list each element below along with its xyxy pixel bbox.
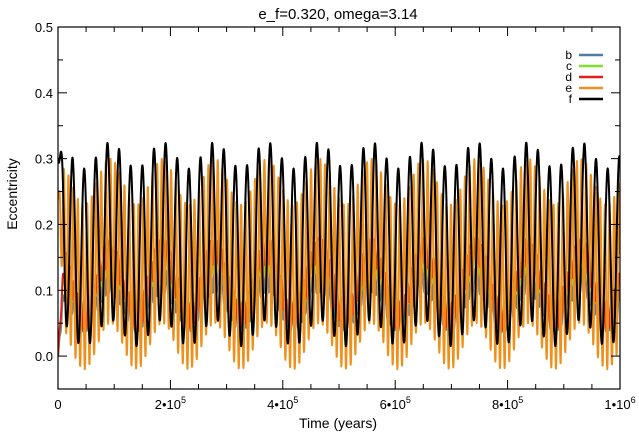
legend-label-f: f [569, 92, 573, 106]
x-tick-exponent: 5 [293, 395, 298, 405]
x-axis-label: Time (years) [299, 415, 377, 431]
x-tick-exponent: 5 [181, 395, 186, 405]
y-tick-label: 0.5 [35, 20, 53, 35]
x-tick-exponent: 5 [406, 395, 411, 405]
x-tick-label: 4•105 [267, 395, 298, 412]
y-axis-label: Eccentricity [4, 158, 20, 230]
y-tick-label: 0.1 [35, 283, 53, 298]
x-tick-label: 0 [54, 397, 61, 412]
chart-title: e_f=0.320, omega=3.14 [258, 6, 417, 23]
x-tick-label: 6•105 [380, 395, 411, 412]
series-layer [58, 141, 620, 371]
series-line-f [58, 141, 620, 348]
legend-label-e: e [565, 81, 572, 95]
y-tick-label: 0.3 [35, 152, 53, 167]
legend-label-d: d [565, 70, 572, 84]
y-tick-label: 0.2 [35, 217, 53, 232]
x-tick-label: 2•105 [155, 395, 186, 412]
axes-layer: 0 2•105 4•105 6•105 8•105 1•106 0.0 0.1 0.2 0.3 0.… [35, 20, 636, 412]
y-tick-label: 0.4 [35, 86, 53, 101]
legend-label-b: b [565, 48, 572, 62]
x-tick-label: 8•105 [492, 395, 523, 412]
x-tick-exponent: 6 [631, 395, 636, 405]
y-tick-label: 0.0 [35, 349, 53, 364]
x-tick-label: 1•106 [604, 395, 635, 412]
legend-label-c: c [566, 59, 572, 73]
x-tick-exponent: 5 [518, 395, 523, 405]
